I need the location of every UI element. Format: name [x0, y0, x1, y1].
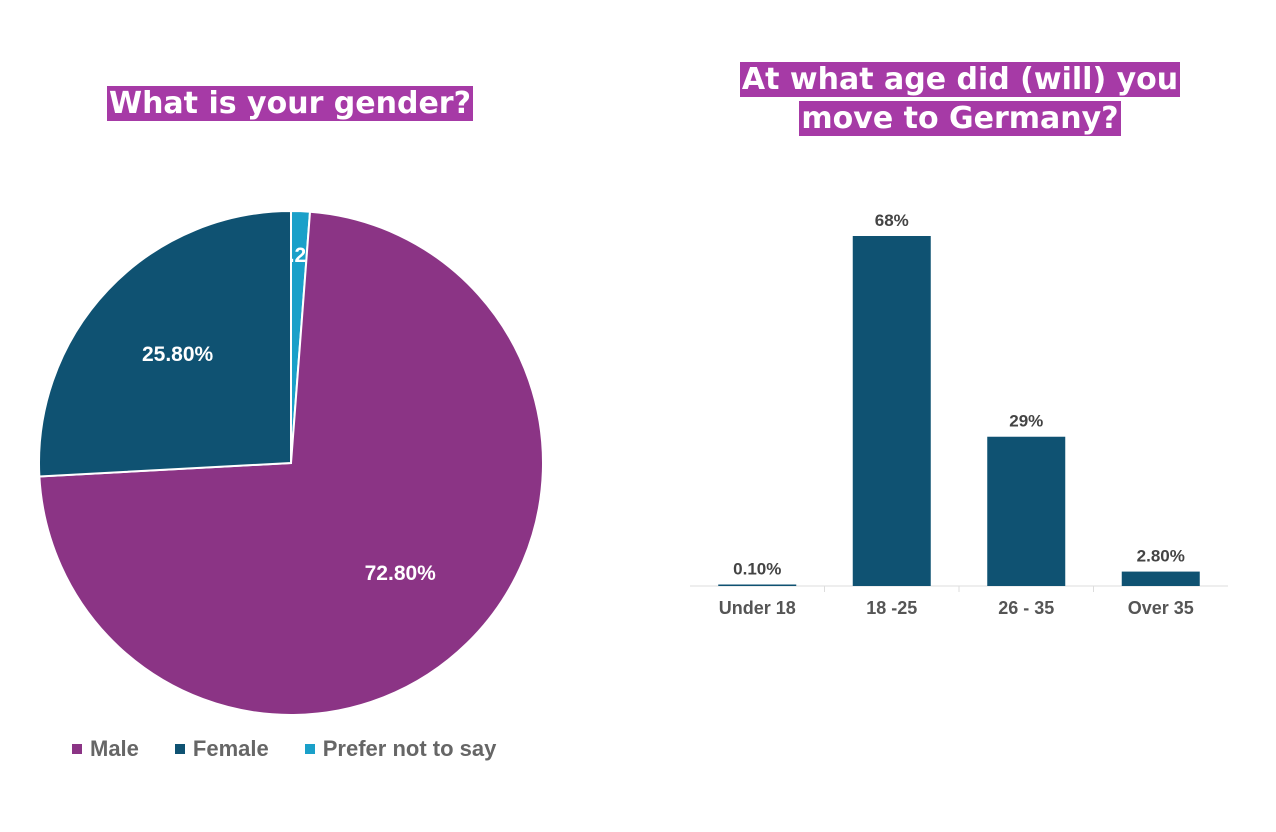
legend-item-prefer-not-to-say: Prefer not to say	[304, 736, 497, 762]
legend-label-female: Female	[192, 736, 269, 761]
legend-label-prefer-not-to-say: Prefer not to say	[322, 736, 497, 761]
gender-pie-chart: 1.20%72.80%25.80%	[38, 209, 544, 716]
pie-slice-female	[38, 209, 292, 478]
legend-label-male: Male	[90, 736, 139, 761]
legend-swatch-female	[174, 744, 185, 754]
bar-value-label-18-25: 68%	[875, 211, 909, 230]
legend-item-male: Male	[72, 736, 139, 762]
x-tick-label-under-18: Under 18	[719, 598, 796, 618]
bar-26-35	[987, 436, 1066, 586]
legend-item-female: Female	[174, 736, 269, 762]
x-tick-label-over-35: Over 35	[1128, 598, 1194, 618]
x-tick-label-18-25: 18 -25	[866, 598, 917, 618]
x-tick-label-26-35: 26 - 35	[998, 598, 1054, 618]
legend-swatch-male	[72, 744, 82, 754]
pie-label-male: 72.80%	[365, 562, 437, 585]
bar-value-label-26-35: 29%	[1009, 412, 1043, 431]
bar-18-25	[852, 236, 931, 586]
bar-over-35	[1121, 571, 1200, 586]
legend-swatch-prefer-not-to-say	[304, 744, 315, 754]
pie-chart-title: What is your gender?	[106, 86, 474, 121]
age-bar-chart: 0.10% Under 18 68% 18 -25 29% 26 - 35 2.80% Ove…	[690, 211, 1228, 618]
bar-chart-title: At what age did (will) you move to Germa…	[739, 62, 1181, 136]
pie-legend: Male Female Prefer not to say	[72, 736, 496, 762]
bar-under-18	[718, 584, 797, 586]
bar-value-label-over-35: 2.80%	[1137, 547, 1185, 566]
bar-value-label-under-18: 0.10%	[733, 560, 781, 579]
pie-label-female: 25.80%	[142, 343, 214, 366]
